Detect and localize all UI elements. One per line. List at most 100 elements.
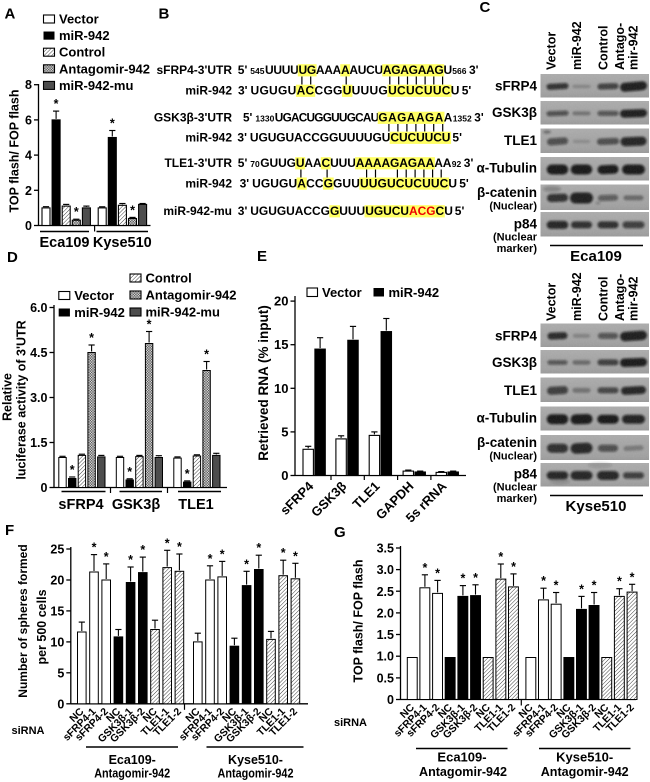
svg-text:p84: p84 bbox=[514, 467, 538, 482]
svg-text:TLE1: TLE1 bbox=[504, 383, 537, 398]
svg-text:*: * bbox=[422, 561, 427, 575]
svg-text:1.5: 1.5 bbox=[30, 436, 47, 450]
svg-text:GSK3β: GSK3β bbox=[308, 478, 349, 519]
svg-text:Control: Control bbox=[596, 26, 610, 70]
svg-text:mir-942: mir-942 bbox=[626, 276, 640, 321]
svg-text:marker): marker) bbox=[497, 493, 538, 505]
svg-text:*: * bbox=[165, 536, 170, 550]
svg-text:TLE1-3'UTR: TLE1-3'UTR bbox=[164, 156, 232, 170]
svg-text:15: 15 bbox=[50, 604, 64, 618]
svg-text:*: * bbox=[185, 467, 190, 481]
svg-text:10: 10 bbox=[274, 381, 288, 396]
svg-text:0: 0 bbox=[41, 481, 48, 495]
svg-text:*: * bbox=[617, 575, 622, 589]
svg-text:*: * bbox=[473, 571, 478, 585]
svg-text:siRNA: siRNA bbox=[334, 717, 367, 729]
svg-text:GUUG: GUUG bbox=[260, 156, 296, 170]
svg-text:6.0: 6.0 bbox=[30, 301, 47, 315]
svg-text:*: * bbox=[208, 552, 213, 566]
svg-text:Number of spheres formed: Number of spheres formed bbox=[16, 544, 30, 697]
svg-text:β-catenin: β-catenin bbox=[477, 185, 537, 200]
svg-text:*: * bbox=[579, 582, 584, 596]
svg-text:sFRP4: sFRP4 bbox=[495, 79, 538, 94]
svg-text:GUU: GUU bbox=[333, 176, 360, 190]
svg-text:Antagomir-942: Antagomir-942 bbox=[218, 766, 294, 780]
svg-text:*: * bbox=[92, 541, 97, 555]
svg-text:*: * bbox=[130, 203, 135, 217]
svg-text:1352: 1352 bbox=[453, 114, 472, 124]
svg-text:AAAAGAGAA: AAAAGAGAA bbox=[356, 156, 435, 170]
svg-text:C: C bbox=[480, 0, 491, 16]
svg-text:GSK3β: GSK3β bbox=[492, 355, 537, 370]
svg-text:Kyse510-: Kyse510- bbox=[228, 753, 283, 767]
svg-text:4: 4 bbox=[25, 149, 32, 163]
svg-text:92: 92 bbox=[452, 159, 462, 169]
svg-text:Control: Control bbox=[596, 277, 610, 321]
svg-text:Control: Control bbox=[59, 45, 105, 60]
svg-text:F: F bbox=[5, 522, 14, 539]
svg-text:*: * bbox=[147, 318, 152, 332]
svg-text:A: A bbox=[5, 6, 16, 23]
svg-text:miR-942: miR-942 bbox=[570, 21, 584, 70]
svg-text:5': 5' bbox=[455, 204, 465, 218]
svg-text:*: * bbox=[127, 465, 132, 479]
svg-text:*: * bbox=[592, 579, 597, 593]
svg-text:5': 5' bbox=[462, 84, 472, 98]
svg-text:*: * bbox=[128, 553, 133, 567]
svg-text:G: G bbox=[334, 524, 346, 541]
svg-text:Eca109-: Eca109- bbox=[437, 750, 486, 765]
svg-text:Eca109-: Eca109- bbox=[109, 753, 156, 767]
svg-text:Vector: Vector bbox=[74, 288, 114, 303]
svg-text:2.5: 2.5 bbox=[377, 585, 394, 599]
svg-text:luciferase activity of 3'UTR: luciferase activity of 3'UTR bbox=[15, 320, 29, 479]
svg-text:mir-942: mir-942 bbox=[626, 25, 640, 70]
svg-text:UGUCU: UGUCU bbox=[365, 204, 409, 218]
svg-text:Antago-: Antago- bbox=[613, 274, 627, 321]
svg-text:U: U bbox=[451, 84, 460, 98]
svg-text:sFRP4-3'UTR: sFRP4-3'UTR bbox=[156, 63, 232, 77]
svg-text:Eca109: Eca109 bbox=[570, 248, 622, 265]
svg-text:1330: 1330 bbox=[255, 114, 274, 124]
svg-text:*: * bbox=[177, 540, 182, 554]
svg-text:miR-942: miR-942 bbox=[74, 305, 125, 320]
svg-text:miR-942: miR-942 bbox=[389, 285, 440, 300]
svg-text:Vector: Vector bbox=[544, 32, 558, 70]
svg-text:UGUGU: UGUGU bbox=[251, 84, 297, 98]
svg-text:UUUU: UUUU bbox=[265, 63, 298, 77]
svg-text:Vector: Vector bbox=[322, 285, 362, 300]
svg-text:siRNA: siRNA bbox=[12, 725, 45, 737]
svg-text:UUU: UUU bbox=[330, 156, 356, 170]
svg-text:Vector: Vector bbox=[59, 12, 99, 27]
svg-text:*: * bbox=[89, 331, 94, 345]
svg-text:*: * bbox=[140, 543, 145, 557]
svg-text:Kyse510-: Kyse510- bbox=[556, 750, 613, 765]
svg-text:TLE1: TLE1 bbox=[504, 133, 537, 148]
svg-text:5: 5 bbox=[281, 424, 288, 439]
svg-text:Antago-: Antago- bbox=[613, 23, 627, 70]
svg-text:Antagomir-942: Antagomir-942 bbox=[59, 61, 150, 76]
svg-text:U: U bbox=[444, 63, 452, 77]
svg-text:AA: AA bbox=[304, 156, 322, 170]
svg-text:U: U bbox=[296, 156, 305, 170]
svg-text:C: C bbox=[322, 156, 331, 170]
svg-text:3': 3' bbox=[238, 84, 248, 98]
svg-text:0: 0 bbox=[281, 468, 288, 483]
svg-text:A: A bbox=[341, 63, 350, 77]
svg-text:6: 6 bbox=[25, 113, 32, 127]
svg-text:3.0: 3.0 bbox=[377, 563, 394, 577]
svg-text:(Nuclear: (Nuclear bbox=[493, 232, 538, 244]
svg-text:5': 5' bbox=[452, 131, 462, 145]
svg-text:*: * bbox=[460, 572, 465, 586]
svg-text:p84: p84 bbox=[514, 217, 538, 232]
svg-text:UGUGUACCG: UGUGUACCG bbox=[250, 204, 330, 218]
svg-text:A: A bbox=[297, 176, 306, 190]
svg-text:α-Tubulin: α-Tubulin bbox=[476, 411, 537, 426]
svg-text:C: C bbox=[436, 204, 445, 218]
svg-text:5': 5' bbox=[459, 176, 469, 190]
svg-text:AGAGAAG: AGAGAAG bbox=[383, 63, 444, 77]
svg-text:UCUCUUC: UCUCUUC bbox=[388, 84, 451, 98]
svg-text:5': 5' bbox=[238, 156, 248, 170]
svg-text:miR-942: miR-942 bbox=[570, 272, 584, 321]
svg-text:UUU: UUU bbox=[339, 204, 365, 218]
svg-text:25: 25 bbox=[50, 543, 64, 557]
